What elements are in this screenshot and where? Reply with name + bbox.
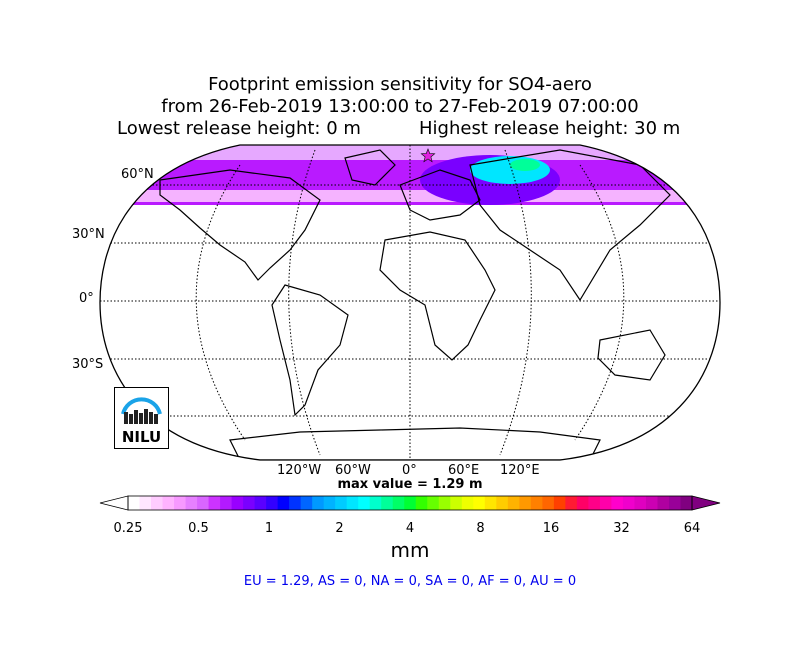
colorbar-cell bbox=[657, 496, 670, 510]
colorbar-cell bbox=[553, 496, 566, 510]
colorbar-cell bbox=[162, 496, 175, 510]
colorbar-cell bbox=[565, 496, 578, 510]
colorbar-cell bbox=[507, 496, 520, 510]
colorbar-cell bbox=[139, 496, 152, 510]
colorbar-cell bbox=[266, 496, 279, 510]
greenland bbox=[344, 149, 396, 186]
colorbar-cell bbox=[392, 496, 405, 510]
colorbar-cell bbox=[576, 496, 589, 510]
colorbar-tick-label: 64 bbox=[683, 521, 701, 536]
south-america bbox=[271, 284, 349, 417]
colorbar-cell bbox=[622, 496, 635, 510]
asia bbox=[469, 149, 671, 302]
nilu-logo-icon bbox=[121, 397, 162, 424]
colorbar-cell bbox=[680, 496, 693, 510]
colorbar-cell bbox=[323, 496, 336, 510]
release-star-icon bbox=[420, 148, 436, 163]
colorbar-low-extend bbox=[99, 495, 129, 511]
colorbar-cell bbox=[208, 496, 221, 510]
europe bbox=[399, 169, 481, 221]
region-values: EU = 1.29, AS = 0, NA = 0, SA = 0, AF = … bbox=[243, 574, 577, 589]
colorbar-cell bbox=[254, 496, 267, 510]
colorbar-cell bbox=[300, 496, 313, 510]
colorbar-cell bbox=[335, 496, 348, 510]
colorbar-cell bbox=[496, 496, 509, 510]
colorbar-cell bbox=[231, 496, 244, 510]
colorbar-tick-label: 32 bbox=[613, 521, 630, 536]
colorbar-tick-label: 2 bbox=[335, 521, 344, 536]
australia bbox=[597, 329, 666, 381]
colorbar-cell bbox=[151, 496, 163, 510]
colorbar-cell bbox=[588, 496, 601, 510]
antarctica bbox=[229, 427, 601, 460]
lon-label-60w: 60°W bbox=[335, 463, 371, 478]
colorbar-cell bbox=[634, 496, 647, 510]
colorbar-cell bbox=[404, 496, 417, 510]
nilu-logo-text: NILU bbox=[121, 428, 162, 446]
colorbar-tick-label: 0.25 bbox=[113, 521, 143, 536]
colorbar-cell bbox=[277, 496, 290, 510]
colorbar-cell bbox=[415, 496, 428, 510]
lat-label-60n: 60°N bbox=[121, 167, 154, 182]
colorbar-cell bbox=[461, 496, 474, 510]
lat-label-30n: 30°N bbox=[72, 227, 105, 242]
colorbar-cell bbox=[312, 496, 325, 510]
highest-release-height: Highest release height: 30 m bbox=[419, 118, 681, 139]
colorbar-tick-label: 0.5 bbox=[188, 521, 209, 536]
colorbar-frame bbox=[127, 495, 693, 511]
colorbar-tick-label: 16 bbox=[542, 521, 560, 536]
colorbar-cell bbox=[542, 496, 555, 510]
colorbar-cell bbox=[358, 496, 371, 510]
colorbar-cell bbox=[197, 496, 209, 510]
graticule bbox=[100, 145, 720, 460]
colorbar-cell bbox=[185, 496, 198, 510]
colorbar-tick-label: 1 bbox=[264, 521, 274, 536]
globe-outline bbox=[99, 144, 721, 461]
colorbar-cell bbox=[438, 496, 451, 510]
lon-label-60e: 60°E bbox=[448, 463, 480, 478]
colorbar-cell bbox=[220, 496, 232, 510]
colorbar-cell bbox=[519, 496, 532, 510]
north-america bbox=[159, 169, 321, 281]
colorbar-cell bbox=[346, 496, 359, 510]
colorbar-cell bbox=[450, 496, 463, 510]
colorbar-cell bbox=[427, 496, 440, 510]
colorbar-cell bbox=[473, 496, 486, 510]
lat-label-30s: 30°S bbox=[72, 357, 104, 372]
lowest-release-height: Lowest release height: 0 m bbox=[117, 118, 361, 139]
max-value-label: max value = 1.29 m bbox=[337, 477, 483, 492]
colorbar-cell bbox=[484, 496, 497, 510]
colorbar-tick-label: 4 bbox=[405, 521, 415, 536]
colorbar-tick-label: 8 bbox=[476, 521, 485, 536]
colorbar-high-extend bbox=[691, 495, 721, 511]
colorbar-cell bbox=[381, 496, 394, 510]
colorbar-cell bbox=[599, 496, 612, 510]
footprint-band-south bbox=[100, 190, 720, 202]
footprint-peak bbox=[510, 159, 540, 171]
colorbar-cell bbox=[369, 496, 382, 510]
lon-label-120w: 120°W bbox=[277, 463, 322, 478]
colorbar-cell bbox=[128, 496, 140, 510]
colorbar-cell bbox=[243, 496, 256, 510]
colorbar-cell bbox=[174, 496, 186, 510]
title-line-1: Footprint emission sensitivity for SO4-a… bbox=[208, 74, 592, 95]
coastlines bbox=[159, 149, 671, 460]
colorbar-cell bbox=[611, 496, 624, 510]
lat-label-0: 0° bbox=[79, 291, 94, 306]
colorbar-unit: mm bbox=[390, 538, 430, 562]
colorbar-cell bbox=[645, 496, 658, 510]
colorbar-cell bbox=[289, 496, 302, 510]
lon-label-120e: 120°E bbox=[500, 463, 540, 478]
africa bbox=[379, 231, 496, 361]
nilu-logo: NILU bbox=[114, 387, 169, 449]
title-line-2: from 26-Feb-2019 13:00:00 to 27-Feb-2019… bbox=[161, 96, 639, 117]
colorbar-cell bbox=[530, 496, 543, 510]
colorbar-cell bbox=[668, 496, 681, 510]
lon-label-0: 0° bbox=[402, 463, 417, 478]
